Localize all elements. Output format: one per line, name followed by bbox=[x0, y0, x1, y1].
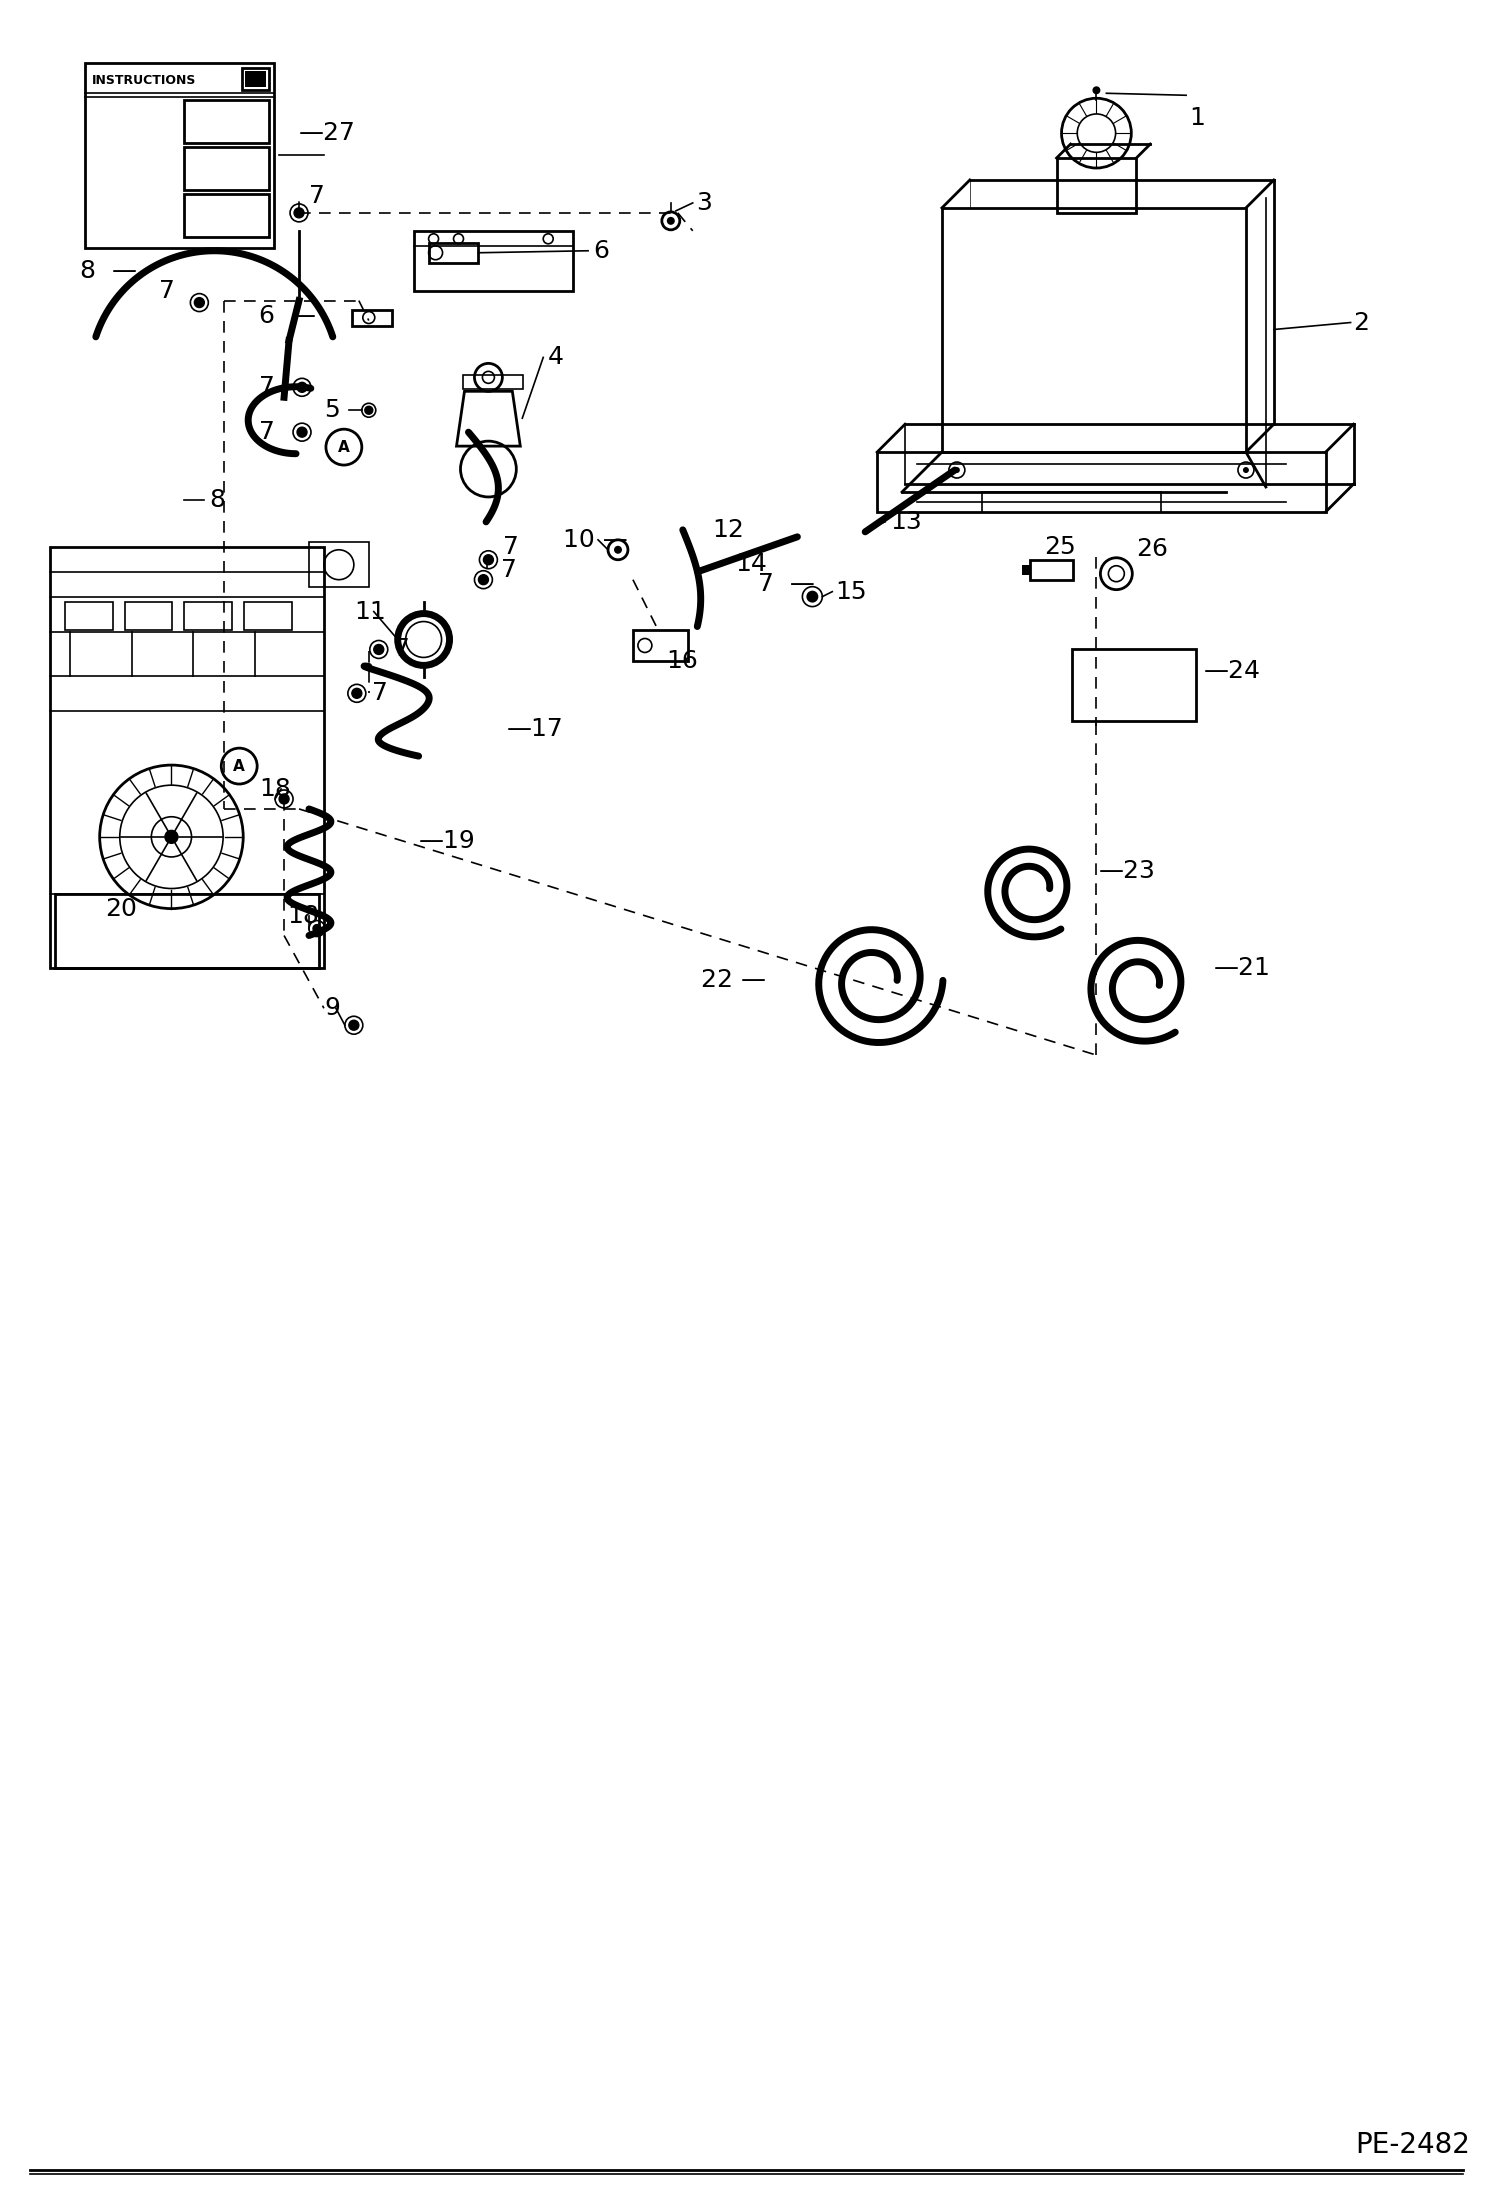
Circle shape bbox=[374, 645, 383, 654]
Text: 2: 2 bbox=[1354, 311, 1369, 336]
Text: 9: 9 bbox=[324, 996, 340, 1020]
Circle shape bbox=[297, 428, 307, 436]
Text: 14: 14 bbox=[736, 553, 767, 577]
Text: 20: 20 bbox=[105, 897, 136, 921]
Text: 7: 7 bbox=[394, 638, 409, 662]
Text: 7: 7 bbox=[259, 421, 276, 445]
Text: 7: 7 bbox=[503, 535, 520, 559]
Text: 13: 13 bbox=[890, 511, 921, 533]
Text: 18: 18 bbox=[259, 776, 291, 800]
Text: 7: 7 bbox=[372, 682, 388, 706]
Text: 4: 4 bbox=[548, 346, 565, 368]
Text: 7: 7 bbox=[159, 279, 175, 303]
Text: 25: 25 bbox=[1044, 535, 1077, 559]
Circle shape bbox=[297, 382, 307, 393]
Text: 26: 26 bbox=[1137, 537, 1168, 561]
Circle shape bbox=[165, 829, 178, 844]
Circle shape bbox=[349, 1020, 360, 1031]
Circle shape bbox=[366, 406, 373, 414]
Circle shape bbox=[1092, 86, 1101, 94]
Polygon shape bbox=[1022, 566, 1029, 575]
Circle shape bbox=[478, 575, 488, 586]
Polygon shape bbox=[246, 72, 267, 88]
Text: 11: 11 bbox=[354, 599, 385, 623]
Text: 15: 15 bbox=[836, 579, 867, 603]
Circle shape bbox=[294, 208, 304, 217]
Text: 12: 12 bbox=[713, 518, 745, 542]
Text: —17: —17 bbox=[506, 717, 563, 741]
Text: 1: 1 bbox=[1189, 105, 1204, 129]
Circle shape bbox=[667, 217, 674, 226]
Text: 7: 7 bbox=[309, 184, 325, 208]
Circle shape bbox=[279, 794, 289, 805]
Text: 8: 8 bbox=[210, 489, 225, 511]
Text: PE-2482: PE-2482 bbox=[1356, 2132, 1471, 2158]
Text: 10 —: 10 — bbox=[563, 529, 628, 553]
Text: 6  —: 6 — bbox=[259, 303, 316, 327]
Text: 5: 5 bbox=[324, 399, 340, 423]
Text: 7  —: 7 — bbox=[758, 572, 815, 596]
Text: 22 —: 22 — bbox=[701, 969, 765, 993]
Text: INSTRUCTIONS: INSTRUCTIONS bbox=[91, 75, 196, 88]
Text: 7: 7 bbox=[259, 375, 276, 399]
Text: —24: —24 bbox=[1204, 660, 1261, 684]
Circle shape bbox=[313, 925, 321, 932]
Text: 3: 3 bbox=[695, 191, 712, 215]
Circle shape bbox=[954, 467, 960, 474]
Text: —23: —23 bbox=[1098, 860, 1155, 884]
Circle shape bbox=[1243, 467, 1249, 474]
Text: A: A bbox=[339, 439, 349, 454]
Circle shape bbox=[806, 590, 818, 603]
Text: 8  —: 8 — bbox=[79, 259, 136, 283]
Circle shape bbox=[614, 546, 622, 555]
Text: —27: —27 bbox=[300, 121, 357, 145]
Text: 18: 18 bbox=[288, 904, 319, 928]
Text: 7: 7 bbox=[502, 557, 517, 581]
Text: —21: —21 bbox=[1213, 956, 1270, 980]
Text: A: A bbox=[234, 759, 246, 774]
Circle shape bbox=[352, 689, 363, 697]
Circle shape bbox=[195, 298, 204, 307]
Text: 16: 16 bbox=[665, 649, 698, 673]
Text: 6: 6 bbox=[593, 239, 610, 263]
Text: —19: —19 bbox=[418, 829, 475, 853]
Circle shape bbox=[484, 555, 493, 566]
